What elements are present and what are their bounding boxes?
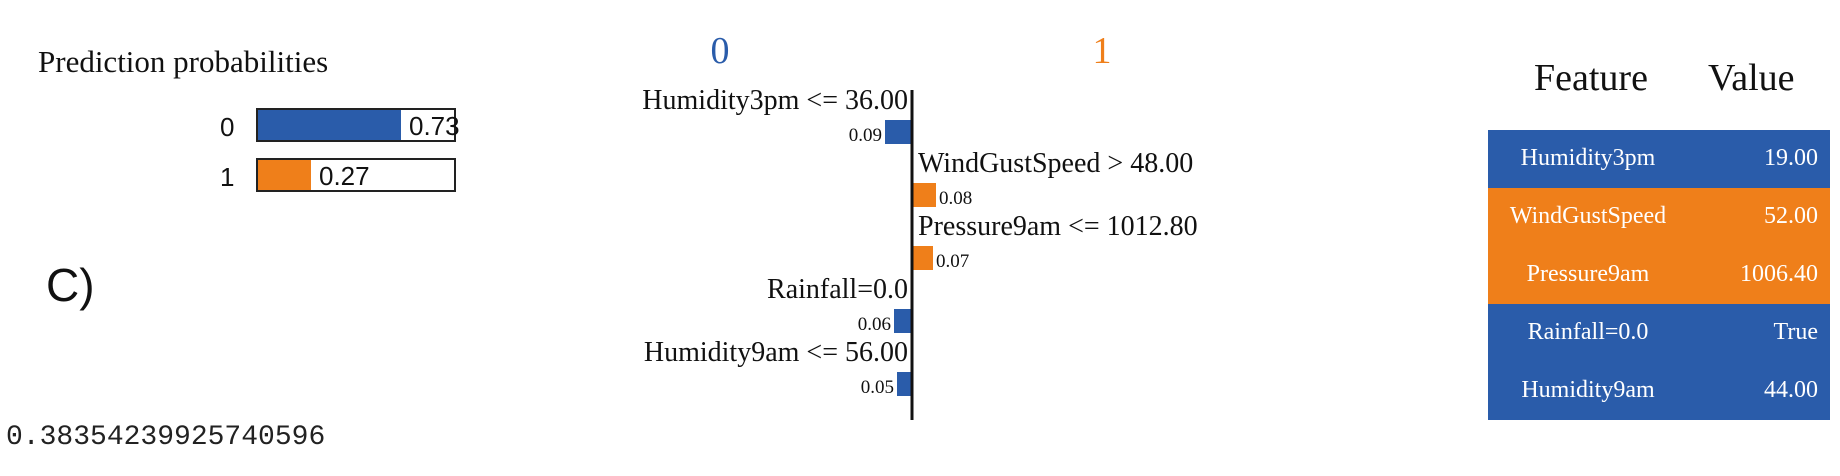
- prediction-bar-frame: [256, 108, 456, 142]
- feature-name-cell: Humidity9am: [1521, 377, 1655, 403]
- table-row: Humidity3pm 19.00: [1488, 130, 1830, 188]
- feature-value-label: 0.07: [936, 251, 969, 272]
- feature-value-table: Feature Value Humidity3pm 19.00 WindGustSp…: [1488, 50, 1830, 420]
- feature-name-cell: Rainfall=0.0: [1527, 319, 1649, 345]
- feature-label: Humidity3pm <= 36.00: [642, 85, 908, 116]
- panel-letter: C): [46, 259, 95, 311]
- feature-value-cell: 1006.40: [1740, 261, 1818, 287]
- feature-label: Pressure9am <= 1012.80: [918, 211, 1198, 242]
- table-row: Humidity9am 44.00: [1488, 362, 1830, 420]
- class-0-header: 0: [711, 30, 730, 72]
- feature-name-cell: WindGustSpeed: [1509, 203, 1667, 229]
- feature-value-cell: 19.00: [1764, 145, 1818, 171]
- prediction-probabilities-title: Prediction probabilities: [38, 44, 329, 79]
- prediction-class-label: 0: [220, 112, 235, 142]
- feature-value-cell: 44.00: [1764, 377, 1818, 403]
- prediction-value: 0.27: [319, 161, 370, 191]
- class-1-header: 1: [1093, 30, 1112, 72]
- feature-name-cell: Pressure9am: [1526, 261, 1650, 287]
- feature-label: Humidity9am <= 56.00: [644, 337, 908, 368]
- prediction-row-class-1: 1 0.27: [0, 158, 500, 196]
- prediction-value: 0.73: [409, 111, 460, 141]
- value-column-header: Value: [1708, 57, 1795, 99]
- feature-contribution-chart: 0 1 Humidity3pm <= 36.00 0.09 WindGustSpeed …: [642, 30, 1198, 420]
- prediction-row-class-0: 0 0.73: [0, 108, 500, 146]
- feature-value-cell: True: [1773, 319, 1818, 345]
- prediction-bar-fill: [258, 110, 401, 140]
- prediction-bar-frame: [256, 158, 456, 192]
- table-body: Humidity3pm 19.00 WindGustSpeed 52.00 Pressu…: [1488, 130, 1830, 420]
- feature-bar: [912, 246, 933, 270]
- feature-label: WindGustSpeed > 48.00: [918, 148, 1193, 179]
- score-output: 0.38354239925740596: [6, 422, 326, 453]
- table-row: WindGustSpeed 52.00: [1488, 188, 1830, 246]
- table-header: Feature Value: [1488, 50, 1830, 130]
- prediction-bar-fill: [258, 160, 311, 190]
- table-row: Pressure9am 1006.40: [1488, 246, 1830, 304]
- feature-bar: [894, 309, 912, 333]
- feature-bar: [885, 120, 912, 144]
- prediction-class-label: 1: [220, 162, 235, 192]
- feature-name-cell: Humidity3pm: [1520, 145, 1656, 171]
- feature-value-label: 0.09: [849, 125, 882, 146]
- feature-value-label: 0.06: [858, 314, 891, 335]
- feature-value-cell: 52.00: [1764, 203, 1818, 229]
- feature-label: Rainfall=0.0: [767, 274, 908, 305]
- feature-bar: [897, 372, 912, 396]
- table-row: Rainfall=0.0 True: [1488, 304, 1830, 362]
- feature-column-header: Feature: [1534, 57, 1648, 99]
- feature-value-label: 0.05: [861, 377, 894, 398]
- feature-bar: [912, 183, 936, 207]
- feature-value-label: 0.08: [939, 188, 972, 209]
